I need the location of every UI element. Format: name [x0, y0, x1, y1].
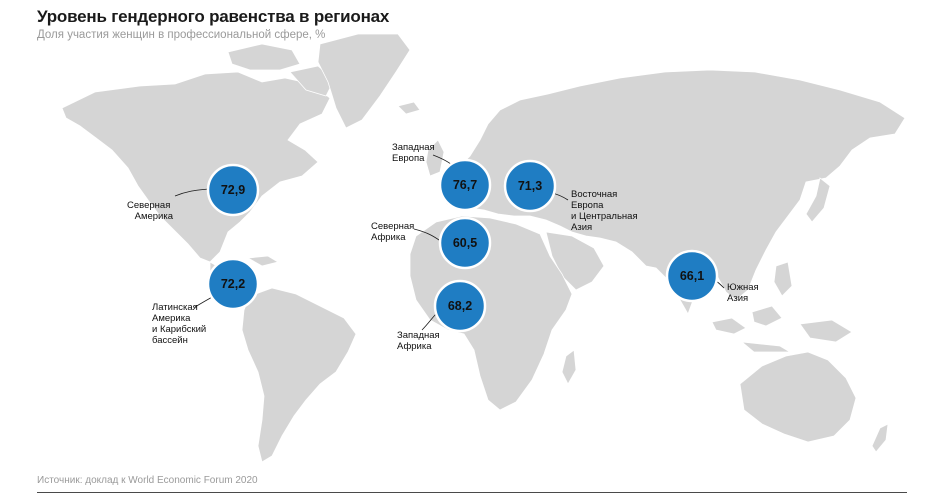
landmass-uk — [425, 139, 445, 177]
landmass-arctic-islands — [227, 43, 301, 71]
markers: 72,9 72,2 76,7 71,3 60,5 68,2 66,1 — [206, 158, 719, 333]
marker-south-asia: 66,1 — [665, 249, 719, 303]
landmass-indonesia-1 — [711, 317, 747, 335]
landmass-arabia — [545, 231, 605, 291]
chart-subtitle: Доля участия женщин в профессиональной с… — [37, 29, 326, 41]
marker-latin-america: 72,2 — [206, 257, 260, 311]
value-eastern-europe: 71,3 — [518, 179, 542, 193]
region-labels: Северная Америка Латинская Америка и Кар… — [127, 142, 761, 352]
label-western-europe: Западная Европа — [392, 142, 437, 164]
marker-north-america: 72,9 — [206, 163, 260, 217]
landmass-indonesia-3 — [740, 341, 792, 353]
landmass-south-america — [241, 287, 357, 463]
landmass-madagascar — [561, 349, 577, 385]
marker-west-africa: 68,2 — [433, 279, 487, 333]
value-latin-america: 72,2 — [221, 277, 245, 291]
label-south-asia: Южная Азия — [727, 282, 761, 304]
chart-title: Уровень гендерного равенства в регионах — [37, 7, 390, 26]
landmass-greenland — [317, 33, 411, 129]
leader-north-america — [174, 188, 209, 197]
source-note: Источник: доклад к World Economic Forum … — [37, 475, 258, 486]
landmass-eurasia — [445, 69, 906, 315]
label-north-africa: Северная Африка — [371, 221, 417, 243]
landmass-caribbean — [246, 255, 280, 267]
footer-divider — [37, 492, 907, 493]
landmass-new-guinea — [799, 319, 853, 343]
label-eastern-europe: Восточная Европа и Центральная Азия — [571, 189, 640, 233]
landmass-north-america — [61, 71, 331, 263]
marker-western-europe: 76,7 — [438, 158, 492, 212]
value-south-asia: 66,1 — [680, 269, 704, 283]
landmass-iceland — [397, 101, 421, 115]
landmass-indonesia-2 — [751, 305, 783, 327]
value-north-america: 72,9 — [221, 183, 245, 197]
label-north-america: Северная Америка — [127, 200, 174, 222]
marker-eastern-europe: 71,3 — [503, 159, 557, 213]
value-north-africa: 60,5 — [453, 236, 477, 250]
landmass-philippines — [773, 261, 793, 297]
landmass-new-zealand — [871, 423, 889, 453]
landmass-japan — [805, 177, 831, 223]
leader-west-africa — [421, 313, 437, 331]
marker-north-africa: 60,5 — [438, 216, 492, 270]
value-western-europe: 76,7 — [453, 178, 477, 192]
value-west-africa: 68,2 — [448, 299, 472, 313]
landmass-australia — [739, 351, 857, 443]
label-west-africa: Западная Африка — [397, 330, 442, 352]
label-latin-america: Латинская Америка и Карибский бассейн — [152, 302, 209, 346]
